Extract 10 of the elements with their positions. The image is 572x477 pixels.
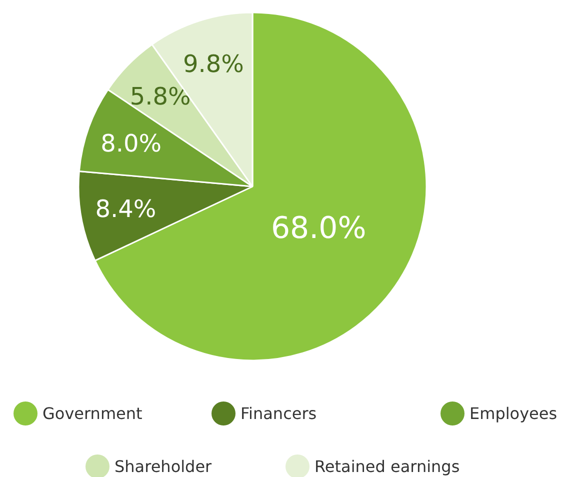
data-label: 8.0% xyxy=(100,130,162,158)
data-label: 9.8% xyxy=(182,50,244,78)
data-label: 5.8% xyxy=(130,82,191,111)
legend-label: Shareholder xyxy=(114,457,212,476)
data-label: 68.0% xyxy=(270,210,366,246)
legend-label: Employees xyxy=(470,404,558,423)
legend-label: Retained earnings xyxy=(314,457,460,476)
data-label: 8.4% xyxy=(95,195,156,224)
legend-label: Financers xyxy=(240,404,317,423)
legend-label: Government xyxy=(42,404,142,423)
